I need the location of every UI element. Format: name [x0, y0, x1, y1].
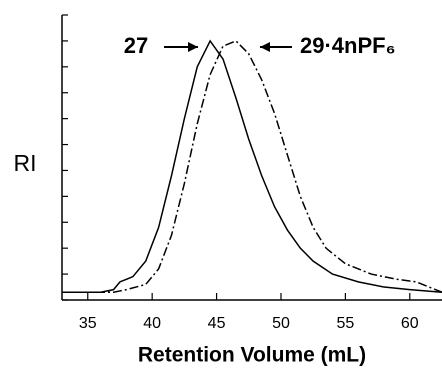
arrow-head: [188, 42, 198, 52]
x-tick-label: 40: [143, 315, 161, 332]
series-label: 27: [124, 33, 148, 58]
x-tick-label: 50: [272, 315, 290, 332]
arrow-head: [260, 42, 270, 52]
x-axis-label: Retention Volume (mL): [138, 344, 366, 367]
x-tick-label: 45: [208, 315, 226, 332]
x-tick-label: 60: [401, 315, 419, 332]
x-tick-label: 55: [336, 315, 354, 332]
series-line: [62, 40, 442, 293]
series-label: 29·4nPF₆: [300, 33, 396, 58]
series-line: [62, 39, 442, 293]
x-tick-label: 35: [79, 315, 97, 332]
y-axis-label: RI: [14, 150, 37, 176]
